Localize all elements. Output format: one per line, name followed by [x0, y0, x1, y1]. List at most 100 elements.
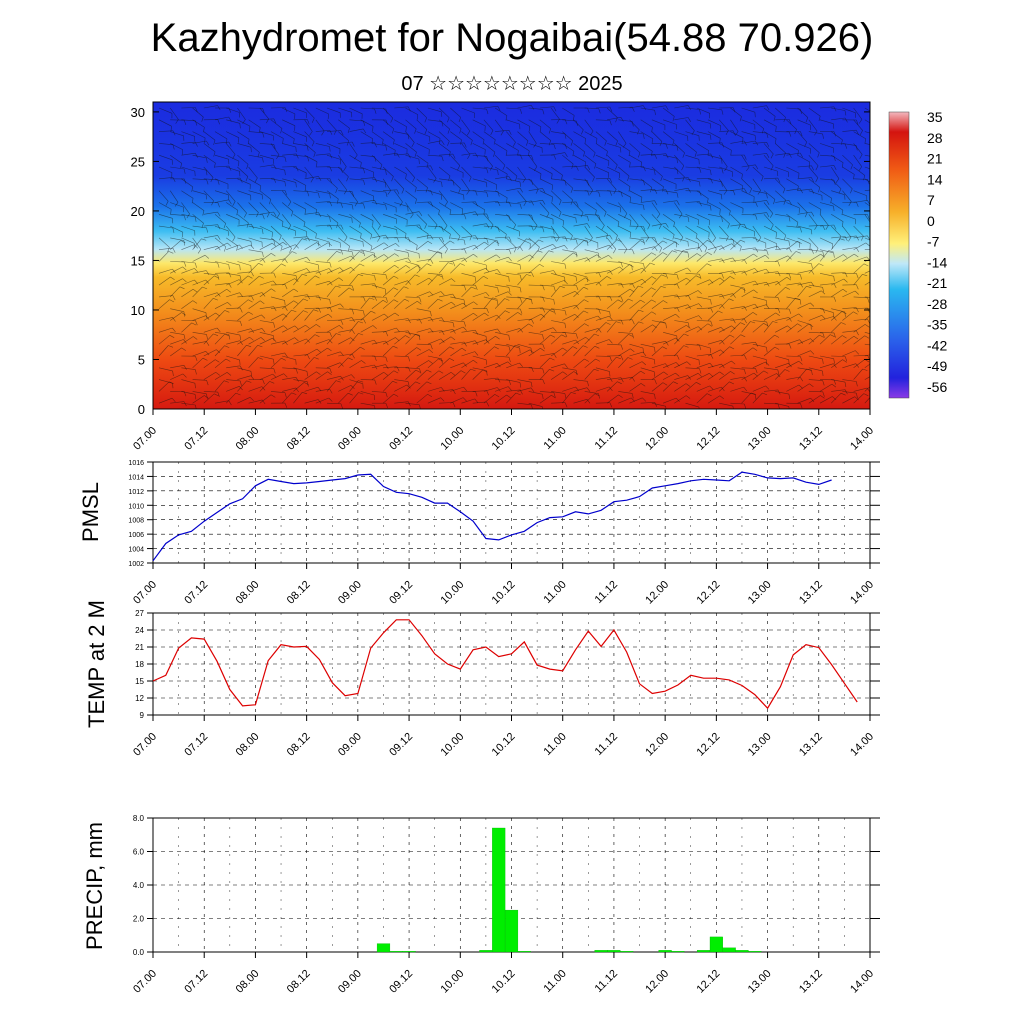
wind-barb-flag [291, 251, 297, 254]
wind-barb [752, 254, 766, 262]
wind-barb-flag [542, 368, 545, 374]
wind-barb-flag [699, 345, 702, 351]
wind-barb [685, 253, 698, 262]
wind-barb-flag [654, 189, 658, 194]
wind-barb [495, 355, 510, 358]
wind-barb-flag [424, 129, 428, 135]
wind-barb-flag [640, 370, 646, 374]
wind-barb [685, 373, 699, 380]
wind-barb-flag [650, 262, 655, 266]
wind-barb-flag [329, 153, 333, 159]
wind-barb [674, 345, 685, 357]
wind-barb [439, 178, 454, 181]
wind-barb [528, 119, 542, 127]
wind-barb [214, 141, 230, 144]
wind-barb [606, 225, 618, 236]
wind-barb-flag [811, 263, 813, 269]
wind-barb-flag [307, 354, 310, 360]
wind-barb-flag [250, 328, 255, 333]
wind-barb-flag [561, 334, 567, 338]
wind-barb-flag [283, 325, 288, 330]
wind-barb [394, 153, 409, 156]
wind-barb-flag [549, 310, 555, 313]
wind-barb [618, 348, 631, 357]
wind-barb [517, 131, 529, 142]
wind-barb [315, 307, 330, 309]
wind-barb-flag [170, 209, 172, 215]
wind-barb [259, 190, 271, 200]
wind-barb-flag [586, 387, 591, 392]
wind-barb-flag [251, 271, 254, 277]
wind-barb-flag [475, 285, 478, 291]
wind-barb-flag [311, 117, 315, 123]
wind-barb-flag [688, 295, 691, 300]
wind-barb [450, 225, 461, 237]
wind-barb [674, 267, 688, 274]
wind-barb-flag [340, 319, 344, 325]
wind-barb-flag [570, 188, 574, 193]
wind-barb [506, 131, 516, 143]
wind-barb [831, 272, 846, 274]
wind-barb-flag [426, 163, 429, 169]
wind-barb [550, 107, 560, 120]
wind-barb-flag [441, 253, 443, 259]
wind-barb [214, 225, 229, 232]
wind-barb [651, 363, 666, 369]
wind-barb [562, 249, 577, 253]
wind-barb-flag [697, 373, 703, 377]
wind-barb-flag [681, 165, 685, 171]
wind-barb-flag [766, 359, 768, 365]
wind-barb-flag [517, 312, 523, 316]
wind-barb-flag [302, 238, 307, 241]
wind-barb-flag [529, 254, 534, 259]
wind-barb [775, 247, 790, 250]
wind-barb-flag [856, 235, 859, 241]
wind-barb-flag [806, 368, 812, 371]
wind-barb-flag [592, 176, 595, 182]
wind-barb-flag [191, 198, 194, 204]
wind-barb-flag [338, 277, 344, 281]
wind-barb [797, 225, 812, 230]
wind-barb [539, 190, 553, 198]
wind-barb [248, 292, 262, 298]
wind-barb [808, 284, 823, 288]
wind-barb-flag [729, 381, 735, 385]
wind-barb [416, 394, 428, 404]
wind-barb [293, 225, 307, 232]
wind-barb [248, 275, 260, 286]
wind-barb-flag [615, 117, 618, 123]
wind-barb-flag [206, 140, 210, 146]
wind-barb [495, 332, 509, 336]
wind-barb [371, 355, 386, 358]
wind-barb-flag [788, 343, 792, 349]
wind-barb-flag [710, 299, 712, 305]
wind-barb-flag [654, 200, 658, 206]
wind-barb-flag [266, 212, 270, 218]
wind-barb-flag [719, 208, 721, 214]
wind-barb [192, 286, 203, 298]
wind-barb-flag [709, 373, 714, 377]
wind-barb-flag [804, 212, 808, 218]
wind-barb [170, 365, 185, 369]
y-tick-label: 4.0 [133, 881, 145, 890]
wind-barb [640, 287, 652, 298]
wind-barb [696, 107, 710, 114]
wind-barb-flag [597, 328, 602, 333]
wind-barb-flag [656, 213, 661, 219]
wind-barb [853, 256, 867, 262]
wind-barb [394, 202, 408, 207]
wind-barb [282, 143, 296, 148]
wind-barb-flag [458, 188, 461, 194]
wind-barb-flag [844, 110, 847, 116]
wind-barb-flag [608, 316, 613, 321]
wind-barb-flag [192, 300, 198, 304]
wind-barb-flag [224, 246, 227, 252]
wind-barb [270, 296, 285, 301]
wind-barb-flag [393, 299, 399, 303]
wind-barb [584, 131, 598, 139]
wind-barb-flag [654, 110, 656, 116]
wind-barb [158, 247, 173, 250]
wind-barb [797, 261, 812, 264]
wind-barb [696, 385, 710, 392]
wind-barb-flag [468, 176, 472, 182]
